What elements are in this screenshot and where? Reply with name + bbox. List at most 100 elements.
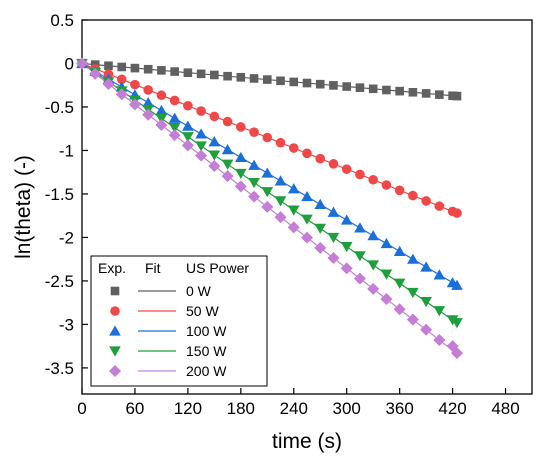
data-point [76, 57, 88, 70]
data-point [155, 113, 168, 125]
data-point [353, 272, 366, 285]
data-point [261, 200, 274, 213]
data-point [168, 122, 181, 134]
x-tick-label: 420 [438, 399, 466, 418]
data-point [452, 91, 462, 101]
legend-label-4: 200 W [186, 363, 227, 379]
axis-ticks: 0 60 120 180 240 300 360 420 480 0.5 0 -0.5 -1 -1.5 -2… [45, 11, 520, 418]
y-tick-label: -2 [59, 228, 74, 247]
data-markers [76, 57, 463, 360]
data-point [301, 214, 313, 225]
data-point [208, 150, 221, 161]
x-axis-title: time (s) [272, 430, 342, 453]
legend-marker-2 [109, 325, 121, 336]
y-tick-label: -0.5 [45, 98, 74, 117]
data-point [209, 111, 220, 122]
data-point [434, 201, 445, 211]
legend-marker-0 [110, 286, 120, 296]
data-point [248, 159, 260, 170]
x-tick-label: 480 [491, 399, 519, 418]
y-tick-label: -3.5 [45, 359, 74, 378]
data-point [222, 116, 233, 127]
data-point [249, 127, 259, 137]
data-point [354, 222, 366, 233]
data-point [287, 183, 300, 194]
data-point [234, 180, 247, 193]
data-point [314, 223, 327, 234]
data-point [235, 151, 247, 163]
legend-box [90, 255, 268, 387]
data-point [451, 318, 463, 329]
x-tick-label: 240 [280, 399, 308, 418]
data-point [301, 190, 313, 202]
data-point [287, 205, 300, 216]
data-point [452, 208, 462, 218]
data-point [102, 78, 115, 91]
y-tick-label: 0 [65, 54, 74, 73]
data-point [169, 95, 180, 106]
data-point [301, 231, 313, 244]
data-point [142, 97, 154, 108]
data-point [168, 112, 181, 123]
data-point [236, 122, 246, 132]
data-point [288, 143, 299, 153]
data-point [395, 86, 404, 96]
data-point [406, 313, 419, 326]
series-4 [76, 57, 463, 360]
data-point [315, 153, 326, 164]
data-point [302, 78, 312, 88]
legend-label-2: 100 W [186, 323, 227, 339]
data-point [340, 242, 353, 253]
data-point [143, 64, 153, 74]
data-point [314, 198, 327, 209]
data-point [421, 196, 431, 206]
data-point [287, 221, 300, 234]
data-point [156, 90, 167, 101]
data-point [368, 84, 378, 94]
data-point [302, 148, 312, 159]
data-point [155, 118, 168, 131]
data-point [274, 175, 287, 186]
data-point [208, 136, 221, 147]
data-point [328, 159, 339, 169]
x-tick-label: 0 [77, 399, 86, 418]
data-point [221, 170, 234, 183]
data-point [407, 287, 419, 299]
data-point [170, 67, 179, 76]
data-point [196, 69, 206, 79]
data-point [394, 185, 405, 196]
data-point [117, 62, 127, 72]
data-point [274, 196, 287, 207]
data-point [354, 251, 366, 262]
data-point [433, 269, 446, 280]
data-point [327, 206, 340, 217]
data-point [435, 90, 444, 99]
data-point [420, 323, 433, 336]
data-point [261, 167, 274, 178]
data-point [249, 74, 259, 83]
legend-header-exp: Exp. [98, 260, 126, 276]
data-point [367, 282, 380, 295]
plot-frame [81, 19, 533, 395]
data-point [355, 169, 365, 180]
y-axis-title: ln(theta) (-) [12, 155, 35, 259]
y-tick-label: -2.5 [45, 272, 74, 291]
legend-marker-4 [109, 365, 121, 377]
legend-rows: 0 W 50 W 100 W 150 W 200 W [109, 283, 227, 379]
data-point [210, 70, 219, 80]
data-point [248, 190, 261, 203]
data-point [221, 159, 234, 170]
data-point [182, 132, 194, 143]
legend-marker-1 [110, 306, 120, 316]
data-point [195, 141, 207, 152]
data-point [420, 261, 432, 272]
data-point [104, 61, 113, 71]
data-point [314, 241, 327, 254]
data-point [408, 190, 418, 201]
data-point [420, 297, 432, 308]
data-point [393, 303, 406, 316]
data-point [315, 79, 325, 89]
y-tick-label: -1.5 [45, 185, 74, 204]
data-point [116, 74, 127, 85]
data-point [236, 73, 246, 82]
